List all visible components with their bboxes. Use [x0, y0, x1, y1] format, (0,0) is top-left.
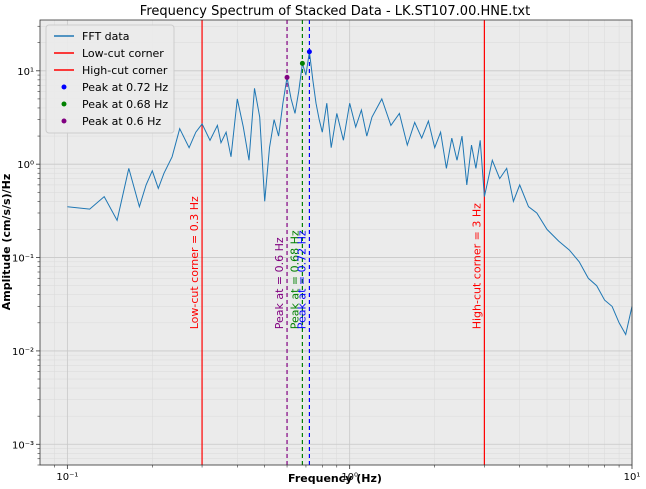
y-tick-label: 10⁻¹ [12, 254, 34, 265]
legend-label-3: Peak at 0.72 Hz [82, 81, 168, 94]
legend-label-2: High-cut corner [82, 64, 168, 77]
vline-label-4: Peak at = 0.72 Hz [295, 230, 308, 329]
y-tick-label: 10¹ [17, 67, 34, 78]
x-axis-ticks: 10⁻¹ 10⁰ 10¹ [54, 465, 640, 483]
legend-label-1: Low-cut corner [82, 47, 164, 60]
x-tick-label: 10⁻¹ [56, 472, 78, 483]
vline-label-2: Peak at = 0.6 Hz [273, 237, 286, 329]
legend-swatch-3 [61, 84, 67, 90]
legend-label-0: FFT data [82, 30, 129, 43]
vertical-lines: Low-cut corner = 0.3 Hz High-cut corner =… [188, 20, 485, 465]
chart-title: Frequency Spectrum of Stacked Data - LK.… [140, 4, 530, 19]
x-axis-label: Frequency (Hz) [288, 472, 382, 485]
y-axis-ticks: 10⁻³ 10⁻² 10⁻¹ 10⁰ 10¹ [12, 25, 40, 466]
plot-frame [39, 19, 633, 466]
y-axis-label: Amplitude (cm/s/s)/Hz [0, 174, 13, 310]
legend-box [45, 24, 175, 134]
y-tick-label: 10⁻³ [12, 440, 34, 451]
peak-point-0 [306, 49, 312, 55]
series-line-0 [67, 51, 633, 336]
legend-label-4: Peak at 0.68 Hz [82, 98, 168, 111]
series-layer [67, 51, 633, 336]
peak-point-1 [299, 60, 305, 66]
legend-swatch-4 [61, 101, 67, 107]
x-tick-label: 10¹ [624, 472, 641, 483]
legend-swatch-5 [61, 118, 67, 124]
vline-label-1: High-cut corner = 3 Hz [470, 203, 483, 329]
peak-markers [284, 49, 312, 80]
vline-label-3: Peak at = 0.68 Hz [288, 230, 301, 329]
vline-label-0: Low-cut corner = 0.3 Hz [188, 196, 201, 329]
legend: FFT data Low-cut corner High-cut corner Pea… [45, 24, 175, 134]
legend-label-5: Peak at 0.6 Hz [82, 115, 161, 128]
x-tick-label: 10⁰ [341, 472, 358, 483]
y-tick-label: 10⁰ [17, 160, 34, 171]
y-tick-label: 10⁻² [12, 347, 34, 358]
peak-point-2 [284, 74, 290, 80]
